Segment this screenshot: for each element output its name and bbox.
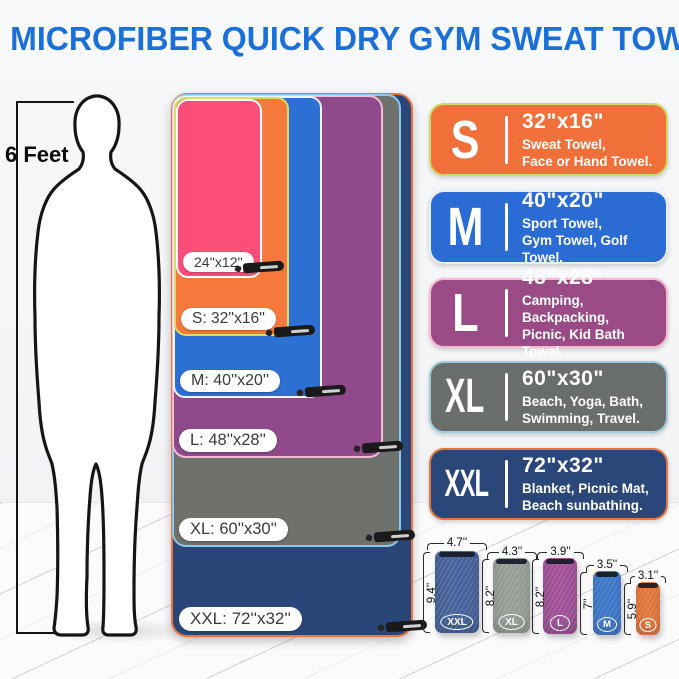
size-card-s-dims: 32"x16"	[522, 109, 604, 133]
stack-towel-xl-label: XL: 60''x30''	[179, 518, 288, 541]
size-card-s-desc2: Face or Hand Towel.	[522, 153, 653, 169]
folded-towel-xxl-badge: XXL	[440, 614, 474, 630]
folded-towel-l-badge: L	[549, 615, 571, 631]
folded-xl-height-measure: 8.2''	[482, 559, 498, 633]
stack-towel-l-label: L: 48''x28''	[179, 429, 277, 452]
size-card-s-desc1: Sweat Towel,	[522, 136, 606, 152]
card-divider	[505, 115, 508, 164]
folded-m-height-measure: 7''	[580, 572, 596, 635]
card-divider	[505, 203, 508, 251]
folded-xxl-width-measure: 4.7''	[427, 537, 488, 551]
stack-towel-xxl-label: XXL: 72''x32''	[179, 607, 302, 631]
size-card-m-desc1: Sport Towel,	[522, 215, 602, 231]
stack-towel-m-label: M: 40''x20''	[180, 370, 281, 392]
height-measure-line	[16, 101, 18, 634]
size-card-l-desc1: Camping, Backpacking,	[522, 293, 610, 325]
folded-l-width-measure: 3.9''	[537, 546, 585, 560]
stack-towel-24x12: 24''x12''	[176, 99, 262, 278]
size-card-xxl-desc1: Blanket, Picnic Mat,	[522, 481, 649, 496]
size-card-xxl-dims: 72"x32"	[522, 454, 604, 477]
size-card-l-letter: L	[451, 283, 479, 343]
size-card-xxl-desc2: Beach sunbathing.	[522, 498, 643, 513]
size-card-xl-dims: 60"x30"	[522, 367, 604, 390]
folded-m-width-measure: 3.5''	[586, 559, 629, 573]
folded-xl-width-measure: 4.3''	[487, 546, 538, 560]
folded-towel-xl: XL	[493, 558, 530, 633]
size-card-xl: XL 60"x30" Beach, Yoga, Bath, Swimming, …	[429, 361, 668, 433]
size-card-xl-desc1: Beach, Yoga, Bath,	[522, 394, 644, 409]
folded-towel-m: M	[593, 571, 621, 635]
person-height-label: 6 Feet	[5, 142, 69, 167]
size-card-l: L 48"x28" Camping, Backpacking, Picnic, …	[429, 266, 668, 359]
page-title: MICROFIBER QUICK DRY GYM SWEAT TOWEL	[10, 20, 679, 57]
card-divider	[505, 373, 508, 421]
size-card-m-letter: M	[446, 197, 483, 257]
person-outline-figure	[33, 94, 161, 637]
card-divider	[505, 289, 508, 337]
card-divider	[505, 460, 508, 508]
folded-towel-l: L	[543, 558, 577, 634]
folded-towel-xl-badge: XL	[498, 614, 525, 630]
size-card-l-dims: 48"x28"	[522, 266, 604, 289]
size-card-s-letter: S	[450, 109, 480, 170]
folded-xxl-height-measure: 9.4''	[423, 552, 439, 633]
folded-s-width-measure: 3.1''	[630, 570, 667, 584]
size-card-xl-desc2: Swimming, Travel.	[522, 411, 640, 426]
stack-towel-s-label: S: 32''x16''	[181, 308, 277, 330]
folded-towel-m-badge: M	[597, 617, 617, 632]
size-card-l-desc2: Picnic, Kid Bath Towel.	[522, 327, 625, 359]
size-card-xxl-letter: XXL	[444, 463, 489, 505]
folded-towel-s-badge: S	[639, 618, 657, 632]
folded-s-height-measure: 5.9''	[624, 583, 640, 635]
size-card-m-dims: 40"x20"	[522, 188, 604, 212]
height-measure-bottom-tick	[16, 632, 78, 634]
folded-l-height-measure: 8.2''	[532, 559, 548, 634]
size-card-m: M 40"x20" Sport Towel, Gym Towel, Golf T…	[429, 188, 668, 265]
folded-towel-s: S	[636, 582, 660, 635]
size-card-m-desc2: Gym Towel, Golf Towel.	[522, 232, 628, 265]
height-measure-top-tick	[16, 101, 74, 103]
size-card-s: S 32"x16" Sweat Towel, Face or Hand Towe…	[429, 103, 668, 176]
size-card-xl-letter: XL	[445, 370, 485, 423]
size-card-xxl: XXL 72"x32" Blanket, Picnic Mat, Beach s…	[429, 448, 668, 520]
folded-towel-xxl: XXL	[435, 551, 479, 633]
